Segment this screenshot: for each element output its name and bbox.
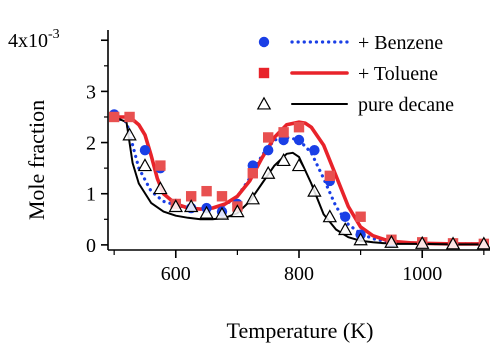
legend-label-benzene: + Benzene [358, 32, 443, 54]
point-toluene [201, 185, 212, 197]
point-pure-decane [276, 153, 291, 167]
y-axis-label: Mole fraction [24, 100, 49, 220]
point-pure-decane [415, 235, 430, 249]
point-benzene [309, 145, 320, 156]
point-benzene [340, 211, 351, 222]
point-pure-decane [337, 222, 353, 236]
y-tick-label: 0 [86, 235, 96, 257]
point-pure-decane [214, 206, 230, 220]
point-toluene [155, 160, 166, 171]
point-pure-decane [384, 234, 399, 248]
x-tick-label: 800 [284, 263, 314, 285]
point-toluene [185, 191, 197, 202]
point-pure-decane [353, 232, 368, 246]
point-toluene [278, 127, 289, 138]
point-toluene [355, 211, 366, 222]
point-pure-decane [245, 191, 261, 205]
series-layer [108, 109, 490, 250]
y-tick-label: 4x10-3 [8, 27, 60, 52]
x-axis-label: Temperature (K) [227, 318, 374, 343]
y-tick-label: 2 [86, 133, 96, 155]
point-toluene [124, 111, 135, 123]
point-pure-decane [322, 209, 338, 223]
y-exponent-power: -3 [48, 27, 60, 42]
point-pure-decane [199, 205, 214, 219]
y-tick-label: 1 [86, 184, 96, 206]
point-pure-decane [476, 236, 490, 250]
point-benzene [293, 134, 305, 146]
legend-label-pure-decane: pure decane [358, 94, 454, 116]
point-pure-decane [307, 183, 322, 197]
legend-marker-toluene [258, 67, 270, 79]
point-benzene [262, 145, 274, 156]
point-pure-decane [260, 165, 276, 179]
point-toluene [293, 122, 305, 133]
point-pure-decane [291, 158, 307, 172]
y-tick-label: 3 [86, 81, 96, 103]
x-tick-label: 1000 [402, 263, 442, 285]
point-pure-decane [137, 158, 153, 172]
axes-layer: 0 1 2 3 4x10-3 600 800 1000 [8, 27, 490, 285]
point-toluene [324, 170, 336, 182]
x-tick-label: 600 [161, 263, 191, 285]
point-toluene [247, 168, 258, 179]
point-benzene [139, 145, 151, 156]
point-pure-decane [153, 181, 168, 195]
legend-marker-pure-decane [256, 96, 272, 110]
point-pure-decane [183, 199, 199, 213]
point-pure-decane [230, 204, 245, 218]
point-toluene [262, 132, 274, 143]
legend-label-toluene: + Toluene [358, 63, 438, 85]
point-toluene [108, 111, 120, 123]
point-toluene [216, 191, 228, 202]
legend-marker-benzene [258, 36, 270, 48]
legend: + Benzene + Toluene pure decane [256, 32, 454, 116]
line-pure-decane [113, 116, 485, 246]
point-pure-decane [445, 236, 461, 250]
point-pure-decane [122, 127, 137, 141]
point-pure-decane [168, 199, 183, 213]
y-exponent-base: x10 [18, 30, 48, 52]
